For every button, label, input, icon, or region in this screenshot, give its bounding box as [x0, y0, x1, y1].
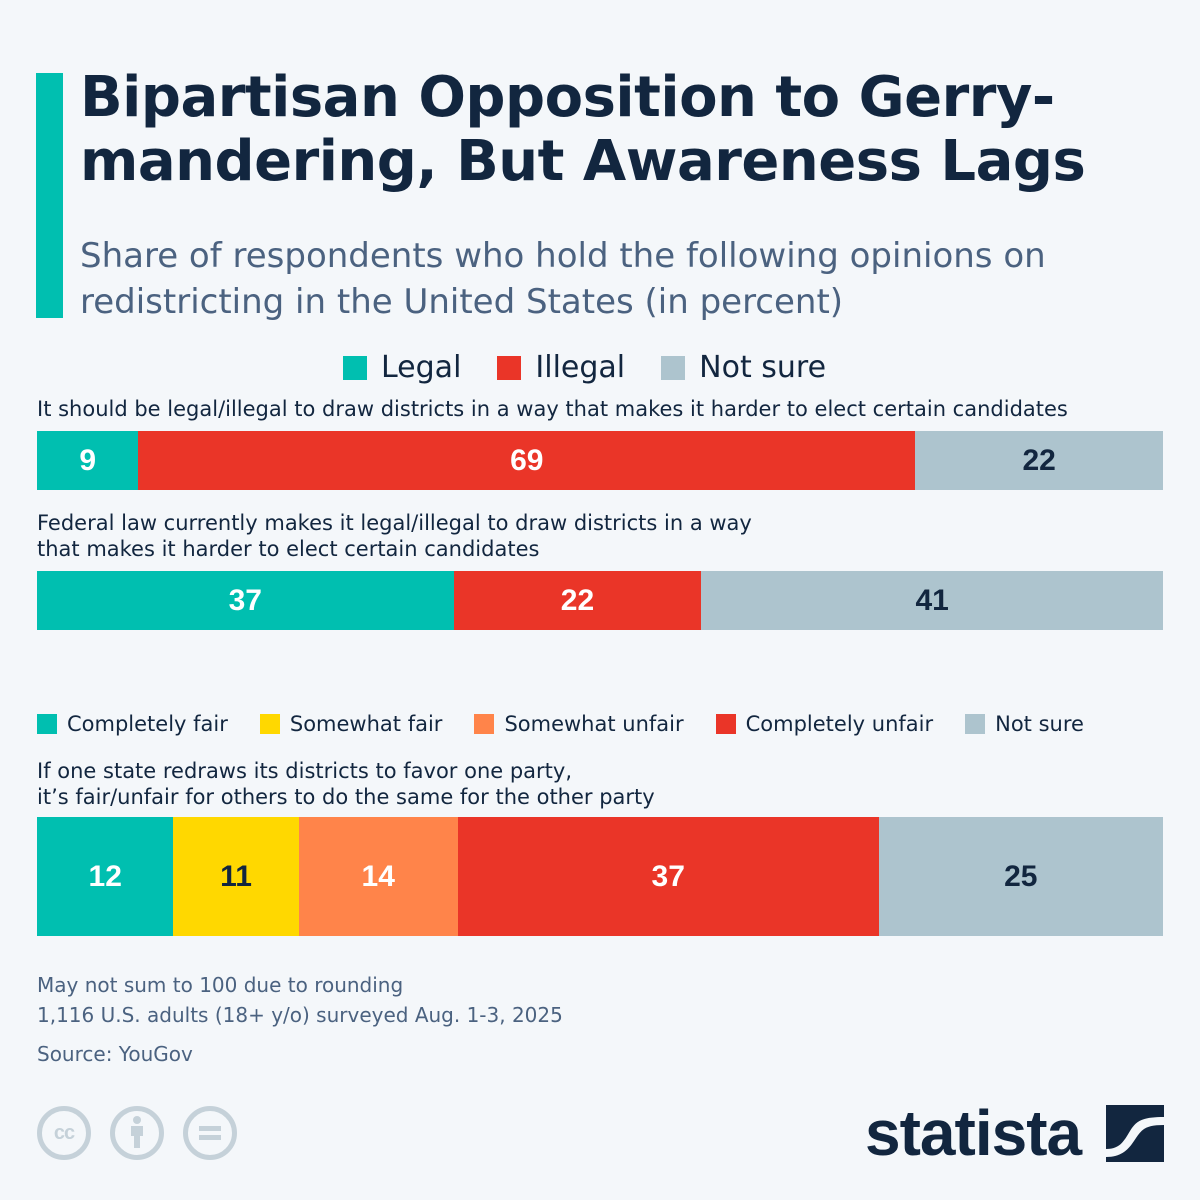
statista-logo-text[interactable]: statista [865, 1097, 1082, 1169]
stacked-bar-2: 37 22 41 [37, 571, 1163, 630]
source-note: Source: YouGov [37, 1039, 193, 1069]
bar-segment-illegal: 22 [453, 571, 702, 630]
legend-item-completely-fair: Completely fair [37, 712, 228, 736]
data-label: 25 [1004, 859, 1038, 893]
legend-label: Completely unfair [745, 712, 934, 736]
footnote-rounding: May not sum to 100 due to rounding [37, 973, 404, 997]
legend-swatch-not-sure [661, 355, 686, 380]
bar-segment-somewhat-unfair: 14 [298, 817, 458, 936]
bar-segment-illegal: 69 [138, 431, 916, 490]
legend-label: Somewhat unfair [504, 712, 684, 736]
bar-segment-somewhat-fair: 11 [173, 817, 299, 936]
bar-segment-legal: 9 [37, 431, 139, 490]
question-2-line-1: Federal law currently makes it legal/ill… [37, 511, 752, 535]
bar-segment-not-sure: 41 [701, 571, 1163, 630]
bar-segment-completely-fair: 12 [37, 817, 174, 936]
legend-bottom: Completely fair Somewhat fair Somewhat u… [37, 712, 1084, 736]
title-accent-bar [36, 73, 63, 318]
data-label: 11 [220, 859, 252, 893]
stacked-bar-1: 9 69 22 [37, 431, 1163, 490]
question-3-line-2: it’s fair/unfair for others to do the sa… [37, 785, 655, 809]
question-2-line-2: that makes it harder to elect certain ca… [37, 537, 540, 561]
question-3: If one state redraws its districts to fa… [37, 758, 1167, 810]
data-label: 37 [228, 583, 262, 617]
legend-swatch-somewhat-fair [259, 714, 280, 734]
legend-swatch-legal [343, 355, 367, 380]
legend-label: Somewhat fair [289, 712, 443, 736]
legend-item-legal: Legal [343, 350, 461, 385]
legend-label: Not sure [699, 350, 827, 385]
data-label: 12 [88, 859, 122, 893]
legend-swatch-completely-unfair [715, 714, 736, 734]
data-label: 14 [361, 859, 395, 893]
legend-item-somewhat-unfair: Somewhat unfair [474, 712, 684, 736]
legend-swatch-illegal [497, 355, 522, 380]
legend-swatch-somewhat-unfair [474, 714, 495, 734]
legend-label: Legal [381, 350, 462, 385]
legend-swatch-completely-fair [37, 714, 57, 734]
question-2: Federal law currently makes it legal/ill… [37, 510, 1167, 562]
legend-item-not-sure-2: Not sure [965, 712, 1084, 736]
data-label: 69 [510, 443, 544, 477]
legend-label: Illegal [535, 350, 626, 385]
legend-label: Not sure [995, 712, 1084, 736]
chart-title: Bipartisan Opposition to Gerry-mandering… [80, 65, 1086, 194]
no-derivatives-icon[interactable] [183, 1106, 237, 1160]
footnote-survey: 1,116 U.S. adults (18+ y/o) surveyed Aug… [37, 1003, 563, 1027]
legend-item-somewhat-fair: Somewhat fair [259, 712, 443, 736]
chart-subtitle: Share of respondents who hold the follow… [80, 236, 1046, 322]
bar-segment-not-sure: 22 [915, 431, 1163, 490]
cc-icon[interactable]: cc [37, 1106, 91, 1160]
legend-label: Completely fair [67, 712, 228, 736]
question-3-line-1: If one state redraws its districts to fa… [37, 759, 573, 783]
bar-segment-completely-unfair: 37 [457, 817, 879, 936]
legend-item-completely-unfair: Completely unfair [715, 712, 934, 736]
equals-icon [199, 1126, 221, 1140]
question-1-text: It should be legal/illegal to draw distr… [37, 397, 1068, 421]
data-label: 9 [79, 443, 96, 477]
data-label: 22 [1022, 443, 1056, 477]
data-label: 22 [560, 583, 595, 617]
legend-top: Legal Illegal Not sure [343, 350, 862, 385]
stacked-bar-3: 12 11 14 37 25 [37, 817, 1163, 936]
source-text: Source: YouGov [37, 1042, 193, 1066]
attribution-icon[interactable] [110, 1106, 164, 1160]
legend-item-not-sure: Not sure [661, 350, 826, 385]
legend-item-illegal: Illegal [497, 350, 625, 385]
legend-swatch-not-sure-2 [965, 714, 986, 734]
question-1: It should be legal/illegal to draw distr… [37, 396, 1167, 422]
data-label: 37 [651, 859, 685, 893]
bar-segment-legal: 37 [37, 571, 454, 630]
footnote: May not sum to 100 due to rounding 1,116… [37, 970, 563, 1030]
statista-logo-icon[interactable] [1106, 1105, 1164, 1162]
bar-segment-not-sure: 25 [878, 817, 1163, 936]
data-label: 41 [915, 583, 949, 617]
person-icon [131, 1116, 143, 1148]
